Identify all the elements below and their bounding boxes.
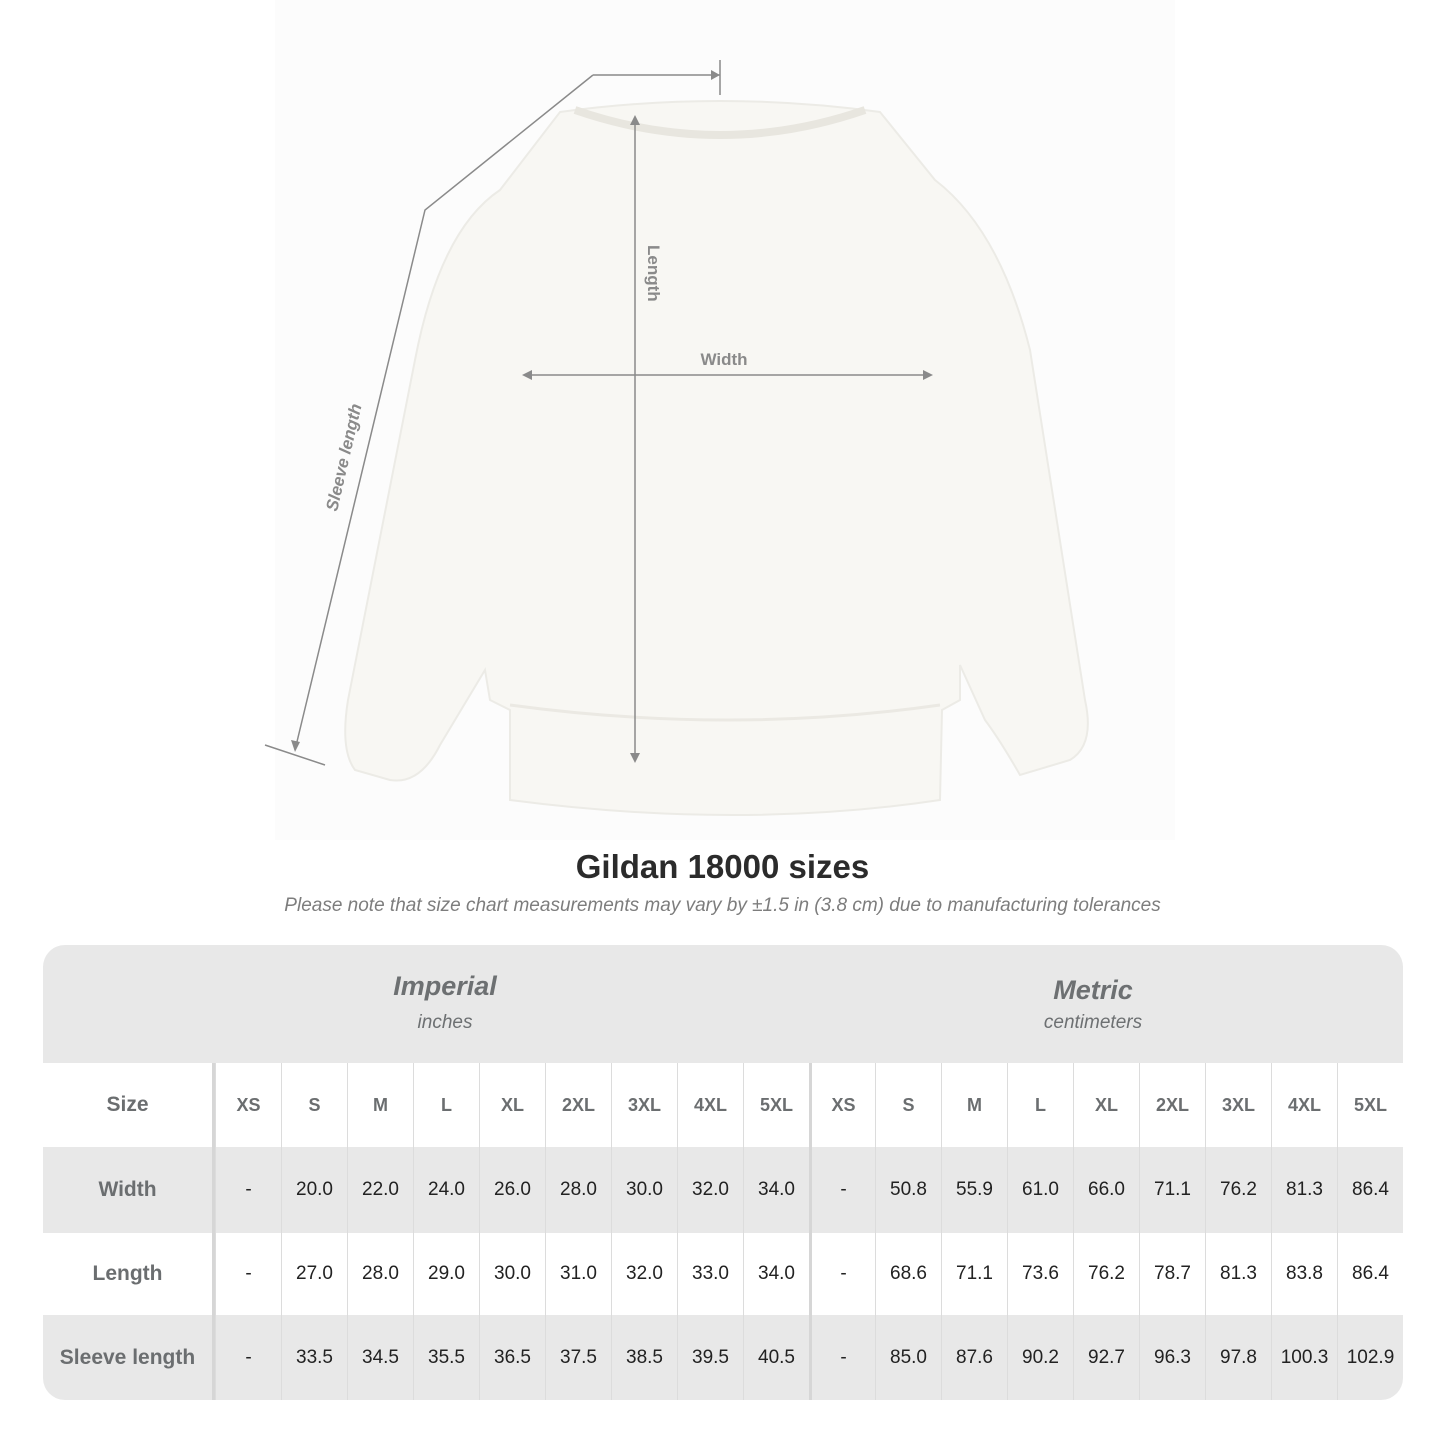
table-row: Width -20.0 22.0 24.0 26.0 28.0 30.0 32.0 34.0-5… (43, 1147, 1403, 1233)
size-column-header: 2XL (545, 1063, 611, 1147)
size-column-header: S (875, 1063, 941, 1147)
imperial-value-cell: 22.0 (347, 1147, 413, 1233)
size-column-header: M (941, 1063, 1007, 1147)
metric-value-cell: 85.0 (875, 1315, 941, 1400)
imperial-value-cell: 35.5 (413, 1315, 479, 1400)
metric-value-cell: 68.6 (875, 1233, 941, 1315)
tolerance-note: Please note that size chart measurements… (284, 895, 1161, 916)
metric-value-cell: 76.2 (1073, 1233, 1139, 1315)
size-column-header: 3XL (611, 1063, 677, 1147)
imperial-value-cell: 31.0 (545, 1233, 611, 1315)
metric-value-cell: 50.8 (875, 1147, 941, 1233)
metric-title: Metric (1053, 975, 1133, 1005)
metric-value-cell: 78.7 (1139, 1233, 1205, 1315)
size-header-row: Size XS S M L XL 2XL 3XL 4XL 5XL XS S M L XL 2XL 3XL 4XL 5… (43, 1063, 1403, 1147)
width-dimension-label: Width (700, 350, 747, 369)
size-column-header: 5XL (743, 1063, 809, 1147)
size-column-header: M (347, 1063, 413, 1147)
size-table: Imperial inches Metric centimeters Size X… (43, 945, 1403, 1400)
sweatshirt-image: Length Width Sleeve length (264, 60, 1089, 816)
size-column-header: 2XL (1139, 1063, 1205, 1147)
metric-value-cell: 66.0 (1073, 1147, 1139, 1233)
imperial-value-cell: 40.5 (743, 1315, 809, 1400)
metric-value-cell: 100.3 (1271, 1315, 1337, 1400)
size-column-header: XS (215, 1063, 281, 1147)
length-dimension-label: Length (644, 245, 663, 302)
size-column-header: L (1007, 1063, 1073, 1147)
metric-value-cell: - (809, 1315, 875, 1400)
table-header: Imperial inches Metric centimeters (43, 945, 1403, 1063)
imperial-value-cell: - (215, 1315, 281, 1400)
imperial-value-cell: 24.0 (413, 1147, 479, 1233)
imperial-value-cell: - (215, 1233, 281, 1315)
imperial-value-cell: 30.0 (611, 1147, 677, 1233)
metric-value-cell: 97.8 (1205, 1315, 1271, 1400)
metric-value-cell: 55.9 (941, 1147, 1007, 1233)
imperial-value-cell: 32.0 (611, 1233, 677, 1315)
imperial-value-cell: 32.0 (677, 1147, 743, 1233)
metric-header: Metric centimeters (863, 975, 1323, 1034)
size-column-header: L (413, 1063, 479, 1147)
metric-value-cell: 81.3 (1205, 1233, 1271, 1315)
metric-value-cell: - (809, 1147, 875, 1233)
imperial-header: Imperial inches (215, 971, 675, 1034)
imperial-value-cell: 28.0 (545, 1147, 611, 1233)
imperial-value-cell: 26.0 (479, 1147, 545, 1233)
imperial-value-cell: 29.0 (413, 1233, 479, 1315)
size-column-header: XL (1073, 1063, 1139, 1147)
metric-value-cell: 86.4 (1337, 1147, 1403, 1233)
imperial-value-cell: 36.5 (479, 1315, 545, 1400)
imperial-value-cell: 39.5 (677, 1315, 743, 1400)
metric-value-cell: 71.1 (1139, 1147, 1205, 1233)
metric-value-cell: 73.6 (1007, 1233, 1073, 1315)
size-column-header: XL (479, 1063, 545, 1147)
imperial-value-cell: 34.5 (347, 1315, 413, 1400)
imperial-title: Imperial (393, 971, 497, 1001)
metric-value-cell: 76.2 (1205, 1147, 1271, 1233)
size-column-header: 5XL (1337, 1063, 1403, 1147)
metric-value-cell: 81.3 (1271, 1147, 1337, 1233)
imperial-value-cell: 34.0 (743, 1233, 809, 1315)
page-title: Gildan 18000 sizes (575, 848, 870, 885)
metric-value-cell: 83.8 (1271, 1233, 1337, 1315)
metric-unit: centimeters (1043, 1012, 1143, 1033)
imperial-value-cell: 34.0 (743, 1147, 809, 1233)
row-label: Length (43, 1233, 215, 1315)
imperial-value-cell: 37.5 (545, 1315, 611, 1400)
imperial-value-cell: 28.0 (347, 1233, 413, 1315)
metric-value-cell: - (809, 1233, 875, 1315)
metric-value-cell: 90.2 (1007, 1315, 1073, 1400)
imperial-value-cell: 30.0 (479, 1233, 545, 1315)
imperial-unit: inches (417, 1012, 473, 1033)
size-column-header: XS (809, 1063, 875, 1147)
metric-value-cell: 61.0 (1007, 1147, 1073, 1233)
size-column-header: 3XL (1205, 1063, 1271, 1147)
imperial-value-cell: 27.0 (281, 1233, 347, 1315)
metric-value-cell: 96.3 (1139, 1315, 1205, 1400)
row-label: Width (43, 1147, 215, 1233)
metric-value-cell: 71.1 (941, 1233, 1007, 1315)
imperial-value-cell: - (215, 1147, 281, 1233)
row-label: Size (43, 1063, 215, 1147)
metric-value-cell: 102.9 (1337, 1315, 1403, 1400)
size-column-header: S (281, 1063, 347, 1147)
size-column-header: 4XL (1271, 1063, 1337, 1147)
imperial-value-cell: 20.0 (281, 1147, 347, 1233)
row-label: Sleeve length (43, 1315, 215, 1400)
metric-value-cell: 87.6 (941, 1315, 1007, 1400)
imperial-value-cell: 33.0 (677, 1233, 743, 1315)
metric-value-cell: 86.4 (1337, 1233, 1403, 1315)
imperial-value-cell: 33.5 (281, 1315, 347, 1400)
metric-value-cell: 92.7 (1073, 1315, 1139, 1400)
table-row: Sleeve length -33.5 34.5 35.5 36.5 37.5 38.5 39… (43, 1315, 1403, 1400)
size-column-header: 4XL (677, 1063, 743, 1147)
imperial-value-cell: 38.5 (611, 1315, 677, 1400)
sweatshirt-body (344, 100, 1089, 816)
table-row: Length -27.0 28.0 29.0 30.0 31.0 32.0 33.0 34.0-… (43, 1233, 1403, 1315)
